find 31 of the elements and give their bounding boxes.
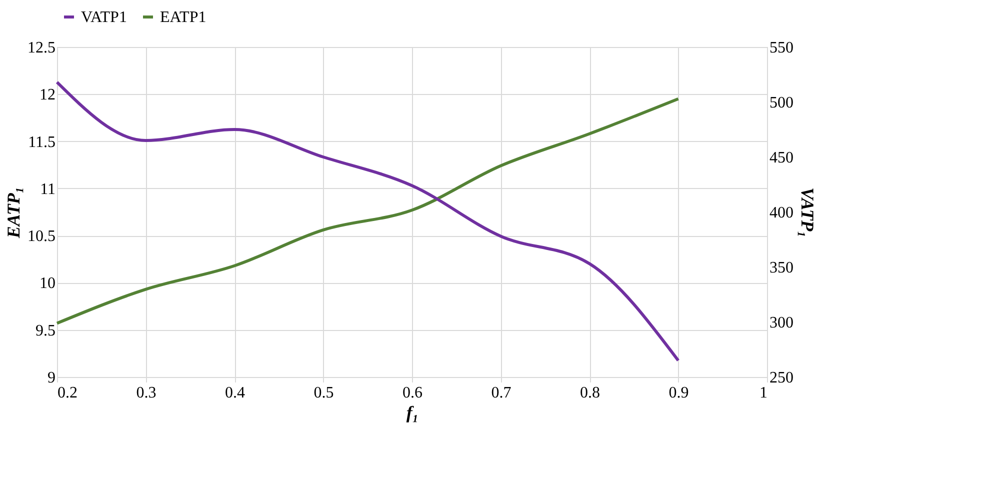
- y2-tick-label: 250: [770, 370, 794, 386]
- y2-tick-label: 400: [770, 204, 794, 222]
- x-axis-title: f₁: [406, 402, 419, 422]
- legend-label: VATP1: [81, 9, 127, 26]
- y2-tick-label: 350: [770, 260, 794, 276]
- y-tick-label: 12: [40, 86, 56, 104]
- legend-label: EATP1: [160, 9, 206, 26]
- y-axis-title: EATP₁: [4, 186, 24, 240]
- x-tick-label: 0.8: [580, 384, 600, 402]
- x-tick-label: 0.5: [314, 384, 334, 402]
- y2-tick-label: 450: [770, 150, 794, 166]
- y-tick-label: 11: [40, 180, 56, 198]
- x-tick-label: 0.7: [491, 384, 512, 402]
- y-tick-label: 12.5: [28, 40, 56, 56]
- y2-tick-label: 500: [770, 94, 794, 112]
- y-tick-label: 11.5: [28, 134, 56, 151]
- x-tick-label: 0.4: [225, 384, 245, 402]
- x-tick-label: 1: [760, 384, 768, 402]
- y2-axis-title: VATP₁: [798, 188, 818, 238]
- x-tick-label: 0.6: [402, 384, 422, 402]
- line-series: [56, 97, 680, 325]
- y2-tick-label: 300: [770, 314, 794, 332]
- y-tick-label: 10: [40, 275, 56, 292]
- y-tick-label: 9.5: [36, 322, 56, 340]
- x-tick-label: 0.9: [668, 384, 689, 402]
- x-tick-label: 0.3: [136, 384, 156, 402]
- y-tick-label: 9: [48, 370, 56, 386]
- y-tick-label: 10.5: [28, 228, 56, 246]
- line-series: [56, 80, 680, 362]
- x-tick-label: 0.2: [58, 384, 78, 402]
- y2-tick-label: 550: [770, 40, 794, 56]
